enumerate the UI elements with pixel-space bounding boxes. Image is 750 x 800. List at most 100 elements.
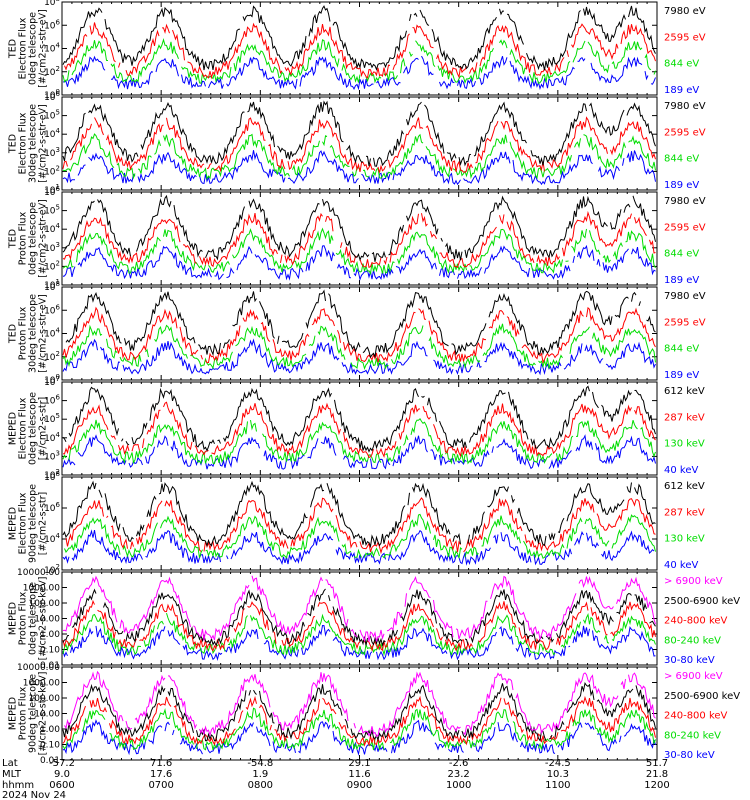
series-line-189-ev [62, 150, 656, 186]
chart-panel-1: 100 102 104 106 108TEDElectron Flux0deg tele… [8, 0, 706, 101]
series-traces [62, 100, 656, 186]
y-tick-label: 104 [44, 327, 60, 340]
footer-lat-value: -54.8 [247, 758, 273, 769]
y-axis-label: MEPEDElectron Flux90deg telescope[#/cm2-… [8, 484, 49, 563]
series-line--6900-kev [62, 575, 656, 643]
legend-entry: 2500-6900 keV [664, 596, 740, 607]
y-tick-label: 104 [44, 532, 60, 545]
series-line-40-kev [62, 529, 655, 566]
series-line-2500-6900-kev [62, 681, 656, 742]
series-traces [62, 480, 656, 566]
legend-entry: 189 eV [664, 370, 699, 381]
legend-entry: 2595 eV [664, 317, 706, 328]
y-tick-label: 106 [44, 303, 60, 316]
y-tick-label: 102 [44, 164, 60, 177]
y-tick-label: 108 [44, 470, 60, 483]
y-tick-label: 1000.00 [23, 679, 60, 689]
y-tick-label: 104 [44, 431, 60, 444]
legend-entry: 2595 eV [664, 32, 706, 43]
series-line-287-kev [65, 497, 656, 555]
legend-entry: 7980 eV [664, 291, 706, 302]
series-traces [62, 385, 656, 470]
y-tick-label: 105 [44, 204, 60, 217]
legend-entry: 7980 eV [664, 101, 706, 112]
series-line-612-kev [62, 385, 656, 453]
footer-lat-value: 71.6 [150, 758, 172, 769]
legend-entry: 7980 eV [664, 196, 706, 207]
y-tick-label: 102 [44, 468, 60, 481]
y-axis-label: MEPEDProton Flux0deg telescope[#/cm2-s-s… [8, 577, 49, 661]
legend-entry: 287 keV [664, 412, 705, 423]
y-tick-label: 10000.00 [17, 568, 60, 578]
series-line-30-80-kev [62, 624, 656, 661]
y-tick-label: 106 [44, 394, 60, 407]
footer-mlt-value: 10.3 [547, 769, 569, 780]
y-axis-label: TEDProton Flux30deg telescope[#/cm2-s-st… [8, 294, 49, 373]
legend-entry: 80-240 keV [664, 635, 721, 646]
legend-entry: 612 keV [664, 386, 705, 397]
footer-mlt-value: 1.9 [252, 769, 268, 780]
legend-entry: 2595 eV [664, 222, 706, 233]
footer-hhmm-value: 0700 [148, 780, 173, 791]
y-axis-label: TEDProton Flux0deg telescope[#/cm2-s-str… [8, 199, 49, 278]
footer-row-label: 2024 Nov 24 [2, 790, 66, 800]
series-traces [62, 194, 656, 282]
legend-entry: 7980 eV [664, 6, 706, 17]
legend-entry: 287 keV [664, 507, 705, 518]
y-tick-label: 1.00 [40, 630, 60, 640]
series-traces [62, 289, 656, 376]
y-tick-label: 0.10 [40, 741, 60, 751]
legend-entry: 844 eV [664, 154, 699, 165]
footer-mlt-value: 9.0 [54, 769, 70, 780]
footer-lat-value: -2.6 [449, 758, 469, 769]
y-tick-label: 100 [44, 88, 60, 101]
footer-hhmm-value: 0600 [49, 780, 74, 791]
y-tick-label: 104 [44, 42, 60, 55]
y-tick-label: 103 [44, 241, 60, 254]
series-line--6900-kev [64, 670, 656, 738]
footer-mlt-value: 23.2 [448, 769, 470, 780]
legend-entry: > 6900 keV [664, 576, 723, 587]
y-tick-label: 10000.00 [17, 663, 60, 673]
series-line-287-kev [62, 401, 656, 459]
y-tick-label: 106 [44, 185, 60, 198]
series-line-612-kev [62, 480, 656, 549]
legend-entry: 240-800 keV [664, 711, 728, 722]
legend-entry: > 6900 keV [664, 671, 723, 682]
legend-entry: 130 keV [664, 534, 705, 545]
series-line-189-ev [62, 55, 656, 91]
series-line-2595-ev [62, 210, 656, 269]
legend-entry: 40 keV [664, 560, 698, 571]
chart-panel-8: 0.01 0.10 1.00 10.00 100.00 1000.00 10000.00ME… [8, 663, 741, 766]
footer-row-label: Lat [2, 758, 18, 769]
y-tick-label: 102 [44, 259, 60, 272]
series-line-130-kev [62, 418, 656, 465]
footer-lat-value: -24.5 [545, 758, 571, 769]
series-traces [62, 575, 656, 661]
footer-hhmm-value: 1100 [545, 780, 570, 791]
y-tick-label: 106 [44, 501, 60, 514]
y-tick-label: 10.00 [34, 710, 60, 720]
y-tick-label: 102 [44, 350, 60, 363]
series-line-844-ev [62, 323, 656, 370]
legend-entry: 612 keV [664, 481, 705, 492]
series-line-240-800-kev [62, 599, 656, 652]
series-line-844-ev [62, 133, 656, 181]
y-tick-label: 10.00 [34, 615, 60, 625]
series-line-844-ev [62, 227, 656, 276]
y-tick-label: 102 [44, 65, 60, 78]
y-axis-label: TEDElectron Flux0deg telescope[#/cm2-s-s… [8, 9, 49, 88]
y-tick-label: 0.10 [40, 646, 60, 656]
y-tick-label: 103 [44, 449, 60, 462]
legend-entry: 30-80 keV [664, 655, 715, 666]
y-tick-label: 1000.00 [23, 584, 60, 594]
series-line-130-kev [64, 513, 656, 559]
legend-entry: 189 eV [664, 275, 699, 286]
y-tick-label: 100.00 [29, 599, 61, 609]
y-tick-label: 1.00 [40, 725, 60, 735]
footer-mlt-value: 21.8 [646, 769, 668, 780]
chart-panel-5: 102 103 104 105 106 107 MEPEDElectron Flux0deg… [8, 375, 705, 481]
